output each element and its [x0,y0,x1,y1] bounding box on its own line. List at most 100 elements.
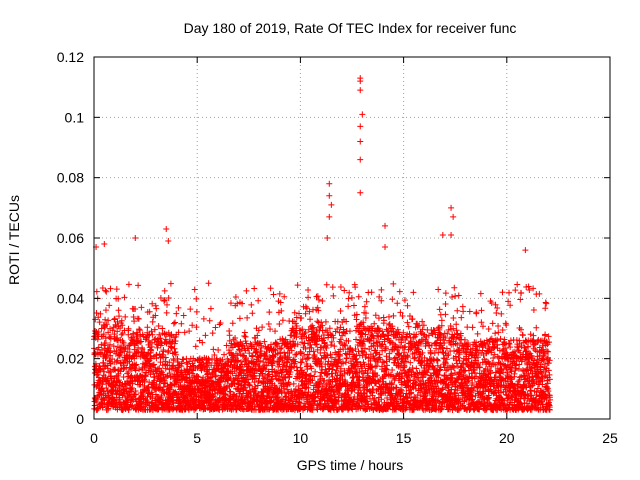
data-point [219,356,226,363]
data-point [402,336,409,343]
data-point [515,347,522,354]
data-point [186,328,193,335]
data-point [265,321,272,328]
data-point [443,345,450,352]
data-point [306,372,313,379]
data-point [318,369,325,376]
data-point [144,324,151,331]
data-point [473,310,480,317]
data-point [266,309,273,316]
data-point [287,395,294,402]
data-point [522,347,529,354]
data-point [327,351,334,358]
data-point [322,318,329,325]
data-point [497,335,504,342]
data-point [385,313,392,320]
data-point [247,340,254,347]
data-point [360,359,367,366]
data-point [373,362,380,369]
data-point [323,281,330,288]
data-point [394,300,401,307]
data-point [483,337,490,344]
data-point [417,340,424,347]
data-point [349,347,356,354]
data-point [409,315,416,322]
data-point [105,345,112,352]
data-point [324,352,331,359]
data-point [473,339,480,346]
data-point [283,393,290,400]
data-point [107,285,114,292]
data-point [488,335,495,342]
data-point [153,351,160,358]
data-point [309,325,316,332]
data-point [245,345,252,352]
data-point [331,343,338,350]
data-point [125,281,132,288]
data-point [166,386,173,393]
data-point [273,369,280,376]
data-point [162,354,169,361]
data-point [464,378,471,385]
data-point [115,307,122,314]
data-point [418,359,425,366]
data-point [458,314,465,321]
data-point [263,349,270,356]
data-point [303,305,310,312]
data-point [157,295,164,302]
data-point [389,367,396,374]
data-point [249,352,256,359]
data-point [277,299,284,306]
data-point [320,335,327,342]
data-point [386,354,393,361]
data-point [248,353,255,360]
data-point [455,354,462,361]
data-point [200,374,207,381]
data-point [450,325,457,332]
data-point [215,406,222,413]
data-point [97,350,104,357]
data-point [457,330,464,337]
data-point [478,307,485,314]
data-point [460,308,467,315]
data-point [99,285,106,292]
data-point [346,328,353,335]
data-point [439,344,446,351]
data-point [164,389,171,396]
data-point [166,359,173,366]
data-point [129,402,136,409]
data-point [316,380,323,387]
data-point [204,360,211,367]
data-point [244,314,251,321]
data-point [471,369,478,376]
data-point [420,331,427,338]
data-point [363,298,370,305]
data-point [426,342,433,349]
data-point [396,352,403,359]
data-point [302,329,309,336]
data-point [136,326,143,333]
data-point [255,297,262,304]
data-point [492,301,499,308]
data-point [149,318,156,325]
data-point [359,348,366,355]
data-point [342,350,349,357]
data-point [335,356,342,363]
data-point [394,347,401,354]
data-point [340,360,347,367]
data-point [527,331,534,338]
data-point [249,310,256,317]
data-point [372,312,379,319]
data-point [363,393,370,400]
data-point [419,389,426,396]
data-point [438,322,445,329]
data-point [257,357,264,364]
data-point [489,320,496,327]
data-point [306,308,313,315]
data-point [361,338,368,345]
data-point [490,355,497,362]
data-points [91,75,554,413]
data-point [111,331,118,338]
data-point [469,374,476,381]
